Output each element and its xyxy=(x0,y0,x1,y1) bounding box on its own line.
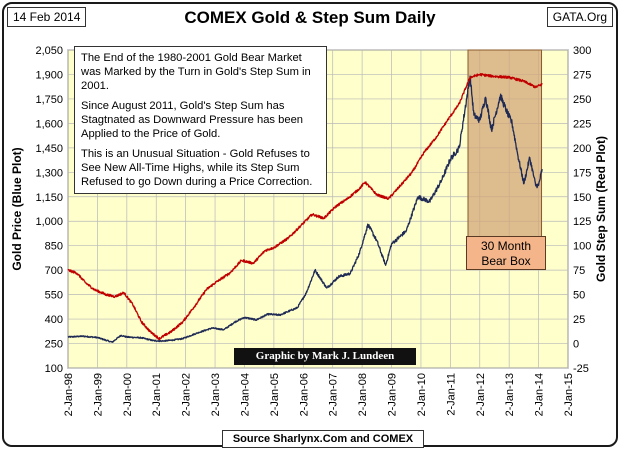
x-tick-label: 2-Jan-15 xyxy=(563,373,575,416)
y-left-tick-label: 250 xyxy=(45,339,63,351)
y-left-tick-label: 400 xyxy=(45,314,63,326)
gold-price-line xyxy=(67,75,543,343)
y-right-tick-label: 300 xyxy=(573,45,591,57)
bear-box-label-line2: Bear Box xyxy=(481,254,531,268)
x-tick-label: 2-Jan-03 xyxy=(210,373,222,416)
x-tick-label: 2-Jan-09 xyxy=(387,373,399,416)
x-tick-label: 2-Jan-00 xyxy=(122,373,134,416)
x-tick-label: 2-Jan-11 xyxy=(445,373,457,416)
y-left-tick-label: 700 xyxy=(45,265,63,277)
x-tick-label: 2-Jan-06 xyxy=(298,373,310,416)
y-left-axis-title: Gold Price (Blue Plot) xyxy=(10,147,24,270)
x-tick-label: 2-Jan-12 xyxy=(475,373,487,416)
credit-label: Graphic by Mark J. Lundeen xyxy=(234,348,416,365)
y-left-tick-label: 850 xyxy=(45,241,63,253)
annotation-box: The End of the 1980-2001 Gold Bear Marke… xyxy=(74,46,327,194)
x-tick-label: 2-Jan-08 xyxy=(357,373,369,416)
y-right-tick-label: 175 xyxy=(573,167,591,179)
org-label: GATA.Org xyxy=(546,7,613,27)
annotation-paragraph-1: The End of the 1980-2001 Gold Bear Marke… xyxy=(81,52,311,92)
y-right-tick-label: 150 xyxy=(573,192,591,204)
y-right-tick-label: -25 xyxy=(573,363,589,375)
y-left-tick-label: 1,000 xyxy=(35,216,63,228)
x-tick-label: 2-Jan-13 xyxy=(504,373,516,416)
y-left-tick-label: 1,750 xyxy=(35,94,63,106)
x-tick-label: 2-Jan-07 xyxy=(328,373,340,416)
step-sum-line xyxy=(67,73,543,341)
x-tick-label: 2-Jan-99 xyxy=(92,373,104,416)
y-right-tick-label: 50 xyxy=(573,290,585,302)
annotation-paragraph-3: This is an Unusual Situation - Gold Refu… xyxy=(81,148,313,188)
chart-title: COMEX Gold & Step Sum Daily xyxy=(184,8,436,27)
y-right-tick-label: 25 xyxy=(573,314,585,326)
x-tick-label: 2-Jan-98 xyxy=(63,373,75,416)
y-right-tick-label: 125 xyxy=(573,216,591,228)
x-tick-label: 2-Jan-02 xyxy=(181,373,193,416)
y-right-tick-label: 200 xyxy=(573,143,591,155)
y-left-tick-label: 1,150 xyxy=(35,192,63,204)
date-label: 14 Feb 2014 xyxy=(7,7,87,27)
y-right-axis-title: Gold Step Sum (Red Plot) xyxy=(594,136,608,282)
y-right-tick-label: 0 xyxy=(573,339,579,351)
y-left-tick-label: 1,300 xyxy=(35,167,63,179)
y-left-tick-label: 1,450 xyxy=(35,143,63,155)
bear-box-label: 30 Month Bear Box xyxy=(466,236,546,270)
x-tick-label: 2-Jan-04 xyxy=(239,373,251,416)
bear-box-label-line1: 30 Month xyxy=(480,239,532,253)
chart-frame: 100 250 400 550 700 850 1,000 1,150 1,300 1,450 1,… xyxy=(2,2,618,448)
y-left-tick-label: 2,050 xyxy=(35,45,63,57)
y-left-tick-label: 550 xyxy=(45,290,63,302)
bear-box xyxy=(467,49,543,247)
x-tick-label: 2-Jan-10 xyxy=(416,373,428,416)
annotation-paragraph-2: Since August 2011, Gold's Step Sum has S… xyxy=(81,100,304,140)
y-right-tick-label: 275 xyxy=(573,69,591,81)
x-tick-label: 2-Jan-05 xyxy=(269,373,281,416)
y-right-tick-label: 225 xyxy=(573,118,591,130)
y-right-tick-label: 75 xyxy=(573,265,585,277)
y-right-tick-label: 100 xyxy=(573,241,591,253)
x-tick-label: 2-Jan-14 xyxy=(534,373,546,416)
x-tick-label: 2-Jan-01 xyxy=(151,373,163,416)
source-label: Source Sharlynx.Com and COMEX xyxy=(222,430,424,448)
y-right-tick-label: 250 xyxy=(573,94,591,106)
y-left-tick-label: 100 xyxy=(45,363,63,375)
y-left-tick-label: 1,900 xyxy=(35,69,63,81)
y-left-tick-label: 1,600 xyxy=(35,118,63,130)
